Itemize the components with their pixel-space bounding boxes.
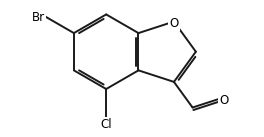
Text: Cl: Cl bbox=[100, 118, 112, 131]
Text: O: O bbox=[219, 94, 228, 107]
Text: Br: Br bbox=[32, 11, 45, 24]
Text: O: O bbox=[169, 17, 178, 30]
